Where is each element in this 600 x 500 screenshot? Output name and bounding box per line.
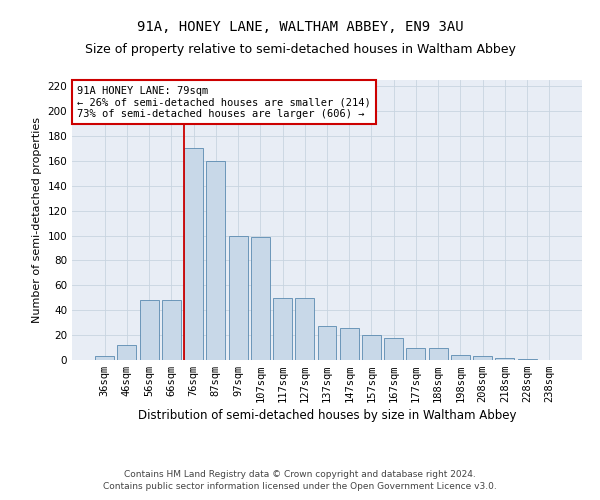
Bar bbox=[118, 345, 136, 360]
Bar bbox=[206, 161, 225, 360]
Bar bbox=[406, 348, 425, 360]
Bar bbox=[340, 328, 359, 360]
X-axis label: Distribution of semi-detached houses by size in Waltham Abbey: Distribution of semi-detached houses by … bbox=[138, 410, 516, 422]
Bar bbox=[295, 298, 314, 360]
Bar bbox=[273, 298, 292, 360]
Bar bbox=[251, 237, 270, 360]
Bar bbox=[473, 356, 492, 360]
Text: Contains HM Land Registry data © Crown copyright and database right 2024.: Contains HM Land Registry data © Crown c… bbox=[124, 470, 476, 479]
Text: 91A, HONEY LANE, WALTHAM ABBEY, EN9 3AU: 91A, HONEY LANE, WALTHAM ABBEY, EN9 3AU bbox=[137, 20, 463, 34]
Bar bbox=[140, 300, 158, 360]
Bar bbox=[429, 348, 448, 360]
Bar bbox=[451, 355, 470, 360]
Text: Size of property relative to semi-detached houses in Waltham Abbey: Size of property relative to semi-detach… bbox=[85, 42, 515, 56]
Bar bbox=[362, 335, 381, 360]
Bar bbox=[184, 148, 203, 360]
Bar bbox=[229, 236, 248, 360]
Bar bbox=[95, 356, 114, 360]
Text: 91A HONEY LANE: 79sqm
← 26% of semi-detached houses are smaller (214)
73% of sem: 91A HONEY LANE: 79sqm ← 26% of semi-deta… bbox=[77, 86, 371, 119]
Bar bbox=[518, 359, 536, 360]
Y-axis label: Number of semi-detached properties: Number of semi-detached properties bbox=[32, 117, 42, 323]
Bar bbox=[317, 326, 337, 360]
Text: Contains public sector information licensed under the Open Government Licence v3: Contains public sector information licen… bbox=[103, 482, 497, 491]
Bar bbox=[384, 338, 403, 360]
Bar bbox=[162, 300, 181, 360]
Bar bbox=[496, 358, 514, 360]
